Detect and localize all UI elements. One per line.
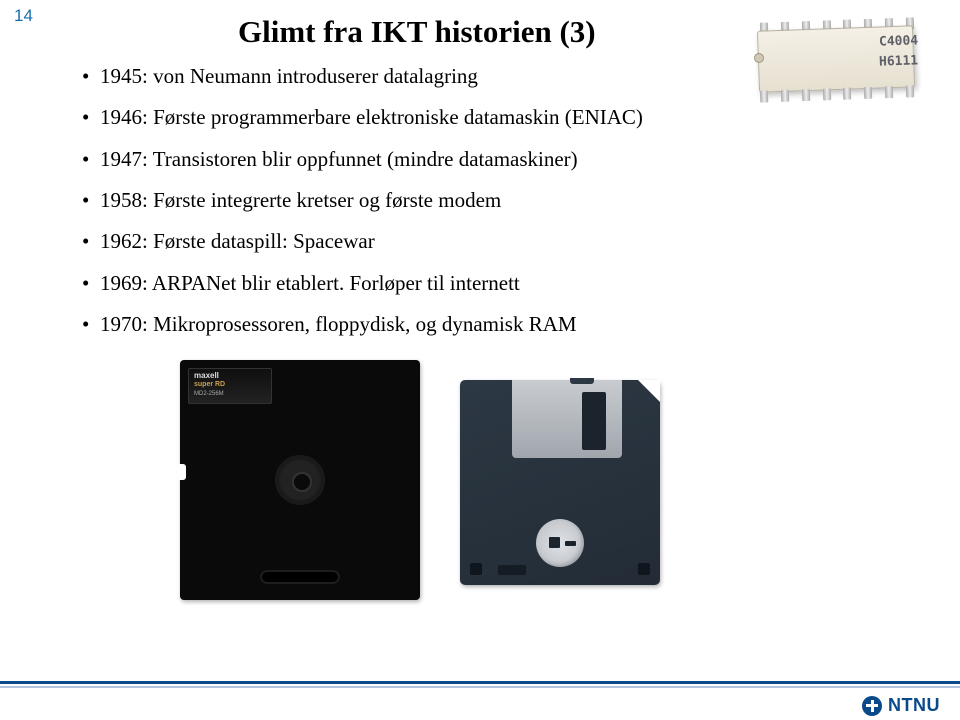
page-number: 14	[14, 6, 33, 26]
floppy-5-25-head-slot	[260, 570, 340, 584]
slide-title: Glimt fra IKT historien (3)	[238, 14, 596, 50]
floppy-3-5-hub-square	[549, 537, 560, 548]
floppy-3-5-hub	[536, 519, 584, 567]
floppy-5-25-illustration: maxell super RD MD2-256M	[180, 360, 420, 600]
ntnu-logo-text: NTNU	[888, 695, 940, 716]
floppy-5-25-line2: super RD	[194, 381, 225, 388]
bullet-list: 1945: von Neumann introduserer datalagri…	[82, 62, 692, 351]
floppy-3-5-hub-slot	[565, 541, 576, 546]
chip-label-line1: C4004	[879, 33, 919, 49]
bullet-item: 1947: Transistoren blir oppfunnet (mindr…	[82, 145, 692, 173]
floppy-3-5-corner-cut	[638, 380, 660, 402]
footer-divider-light	[0, 686, 960, 688]
floppy-3-5-shutter	[512, 380, 622, 458]
bullet-item: 1945: von Neumann introduserer datalagri…	[82, 62, 692, 90]
floppy-5-25-line3: MD2-256M	[194, 391, 224, 397]
floppy-5-25-hub	[275, 455, 325, 505]
bullet-item: 1970: Mikroprosessoren, floppydisk, og d…	[82, 310, 692, 338]
floppy-3-5-bottom-slot	[498, 565, 526, 575]
bullet-item: 1958: Første integrerte kretser og først…	[82, 186, 692, 214]
floppy-3-5-hole-left	[470, 563, 482, 575]
floppy-3-5-illustration	[460, 380, 660, 585]
bullet-item: 1946: Første programmerbare elektroniske…	[82, 103, 692, 131]
bullet-item: 1969: ARPANet blir etablert. Forløper ti…	[82, 269, 692, 297]
floppy-5-25-brand: maxell	[194, 371, 219, 380]
chip-label-line2: H6111	[879, 53, 919, 69]
floppy-3-5-shutter-slot	[582, 392, 606, 450]
floppy-5-25-write-notch	[178, 464, 186, 480]
ntnu-logo: NTNU	[862, 695, 940, 716]
floppy-3-5-shutter-notch	[570, 378, 594, 384]
footer-divider	[0, 681, 960, 684]
bullet-item: 1962: Første dataspill: Spacewar	[82, 227, 692, 255]
chip-illustration: C4004 H6111	[736, 0, 936, 120]
ntnu-logo-icon	[862, 696, 882, 716]
floppy-3-5-hole-right	[638, 563, 650, 575]
